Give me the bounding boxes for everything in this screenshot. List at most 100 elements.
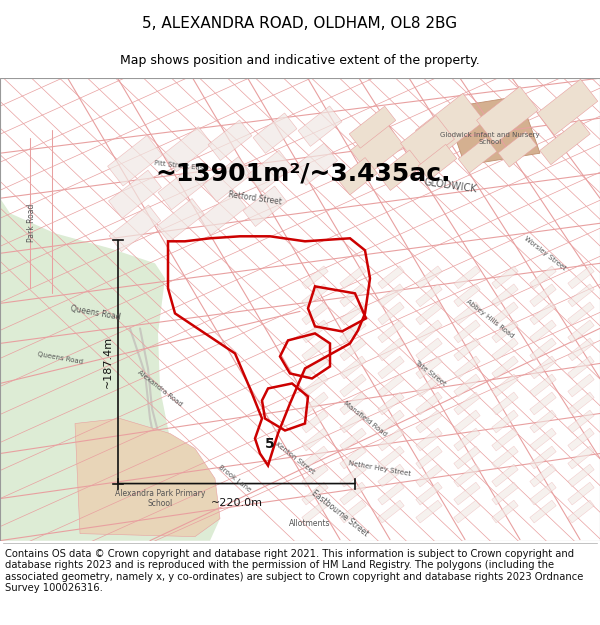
Text: Kenton Street: Kenton Street xyxy=(274,441,316,476)
Polygon shape xyxy=(492,302,518,325)
Polygon shape xyxy=(416,428,442,451)
Polygon shape xyxy=(349,106,396,148)
Polygon shape xyxy=(416,446,442,469)
Polygon shape xyxy=(302,428,328,451)
Polygon shape xyxy=(378,428,404,451)
Text: Queens Road: Queens Road xyxy=(70,304,121,322)
Polygon shape xyxy=(454,284,480,307)
Polygon shape xyxy=(416,302,442,325)
Polygon shape xyxy=(199,191,247,235)
Polygon shape xyxy=(454,392,480,415)
Polygon shape xyxy=(378,302,404,325)
Text: ~187.4m: ~187.4m xyxy=(103,336,113,388)
Polygon shape xyxy=(492,428,518,451)
Text: Park Road: Park Road xyxy=(28,204,37,242)
Polygon shape xyxy=(378,410,404,433)
Polygon shape xyxy=(568,482,594,505)
Polygon shape xyxy=(302,482,328,505)
Text: Worsley Street: Worsley Street xyxy=(523,235,567,271)
Polygon shape xyxy=(418,144,457,180)
Polygon shape xyxy=(416,266,442,289)
Polygon shape xyxy=(298,106,342,146)
Text: Contains OS data © Crown copyright and database right 2021. This information is : Contains OS data © Crown copyright and d… xyxy=(5,549,583,594)
Polygon shape xyxy=(492,446,518,469)
Polygon shape xyxy=(568,464,594,487)
Polygon shape xyxy=(302,374,328,397)
Polygon shape xyxy=(530,500,556,523)
Polygon shape xyxy=(340,374,366,397)
Polygon shape xyxy=(401,116,454,167)
Polygon shape xyxy=(454,374,480,397)
Polygon shape xyxy=(340,464,366,487)
Text: Alexandra Road: Alexandra Road xyxy=(137,369,184,408)
Polygon shape xyxy=(568,500,594,523)
Polygon shape xyxy=(492,320,518,342)
Polygon shape xyxy=(568,374,594,397)
Polygon shape xyxy=(454,428,480,451)
Polygon shape xyxy=(454,500,480,523)
Text: Mansfield Road: Mansfield Road xyxy=(342,400,388,437)
Polygon shape xyxy=(302,410,328,433)
Polygon shape xyxy=(378,392,404,415)
Polygon shape xyxy=(568,428,594,451)
Polygon shape xyxy=(454,266,480,289)
Polygon shape xyxy=(416,500,442,523)
Polygon shape xyxy=(445,96,540,165)
Polygon shape xyxy=(492,500,518,523)
Polygon shape xyxy=(492,338,518,361)
Polygon shape xyxy=(416,392,442,415)
Polygon shape xyxy=(568,410,594,433)
Polygon shape xyxy=(416,374,442,397)
Polygon shape xyxy=(243,186,287,226)
Text: GLODWICK: GLODWICK xyxy=(423,177,477,195)
Polygon shape xyxy=(492,266,518,289)
Polygon shape xyxy=(492,392,518,415)
Polygon shape xyxy=(568,320,594,342)
Polygon shape xyxy=(530,428,556,451)
Polygon shape xyxy=(416,482,442,505)
Polygon shape xyxy=(302,302,328,325)
Polygon shape xyxy=(454,446,480,469)
Polygon shape xyxy=(530,374,556,397)
Polygon shape xyxy=(454,338,480,361)
Polygon shape xyxy=(530,338,556,361)
Polygon shape xyxy=(247,150,293,192)
Polygon shape xyxy=(530,266,556,289)
Polygon shape xyxy=(492,356,518,379)
Polygon shape xyxy=(378,482,404,505)
Polygon shape xyxy=(302,392,328,415)
Polygon shape xyxy=(568,302,594,325)
Polygon shape xyxy=(0,198,220,541)
Polygon shape xyxy=(378,374,404,397)
Polygon shape xyxy=(416,464,442,487)
Polygon shape xyxy=(568,284,594,307)
Polygon shape xyxy=(157,199,205,242)
Polygon shape xyxy=(378,320,404,342)
Polygon shape xyxy=(537,79,598,135)
Polygon shape xyxy=(378,500,404,523)
Text: Brook Lane: Brook Lane xyxy=(218,464,253,493)
Polygon shape xyxy=(302,338,328,361)
Text: ~13901m²/~3.435ac.: ~13901m²/~3.435ac. xyxy=(155,161,451,185)
Polygon shape xyxy=(302,356,328,379)
Polygon shape xyxy=(492,374,518,397)
Polygon shape xyxy=(530,356,556,379)
Polygon shape xyxy=(109,205,161,252)
Text: Nether Hey Street: Nether Hey Street xyxy=(349,460,412,477)
Polygon shape xyxy=(568,446,594,469)
Polygon shape xyxy=(340,446,366,469)
Polygon shape xyxy=(340,302,366,325)
Polygon shape xyxy=(340,392,366,415)
Polygon shape xyxy=(454,320,480,342)
Polygon shape xyxy=(530,302,556,325)
Polygon shape xyxy=(292,143,338,185)
Polygon shape xyxy=(492,284,518,307)
Polygon shape xyxy=(302,284,328,307)
Polygon shape xyxy=(454,410,480,433)
Polygon shape xyxy=(530,446,556,469)
Text: 5: 5 xyxy=(265,436,275,451)
Polygon shape xyxy=(454,356,480,379)
Polygon shape xyxy=(454,464,480,487)
Text: Pitt Street East: Pitt Street East xyxy=(154,161,206,172)
Polygon shape xyxy=(302,266,328,289)
